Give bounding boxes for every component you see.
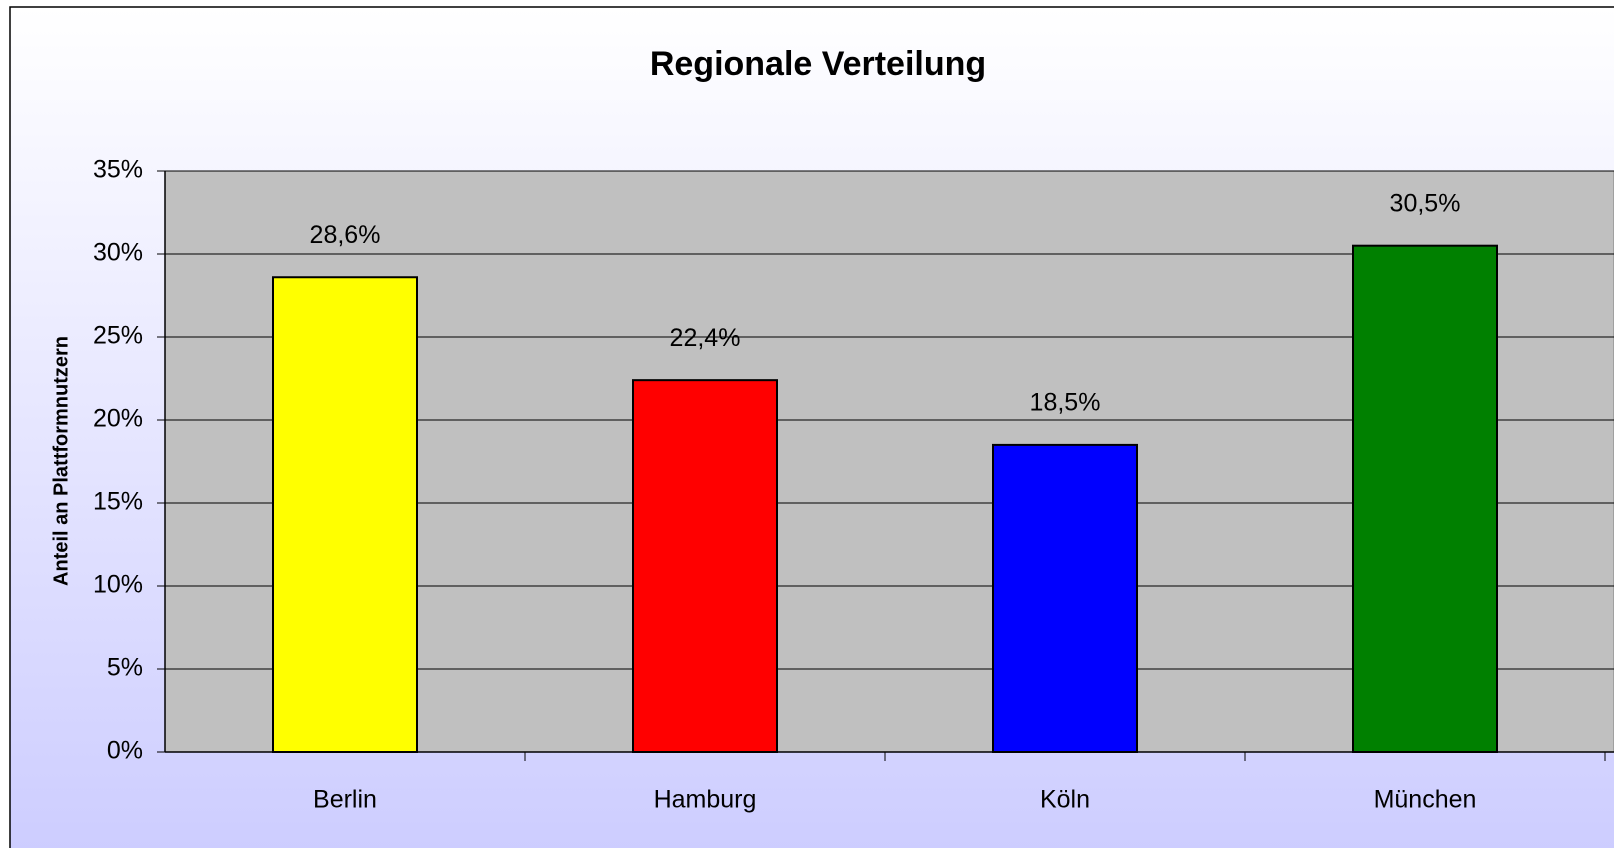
bar [1352,244,1498,753]
y-tick-label: 10% [93,571,143,599]
x-tick-label: Hamburg [654,786,757,814]
data-label: 22,4% [670,324,741,352]
y-tick-label: 5% [107,654,143,682]
y-tick-label: 25% [93,322,143,350]
bar [272,276,418,753]
y-tick-label: 35% [93,156,143,184]
y-tick-label: 0% [107,737,143,765]
y-axis-label: Anteil an Plattformnutzern [50,336,72,586]
y-tick-label: 30% [93,239,143,267]
bar [632,379,778,753]
data-label: 30,5% [1390,189,1461,217]
data-label: 18,5% [1030,389,1101,417]
x-tick-label: München [1374,786,1477,814]
y-tick-label: 15% [93,488,143,516]
y-tick-label: 20% [93,405,143,433]
chart-title: Regionale Verteilung [650,45,986,83]
data-label: 28,6% [310,221,381,249]
x-tick-label: Berlin [313,786,377,814]
bar [992,443,1138,753]
x-tick-label: Köln [1040,786,1090,814]
